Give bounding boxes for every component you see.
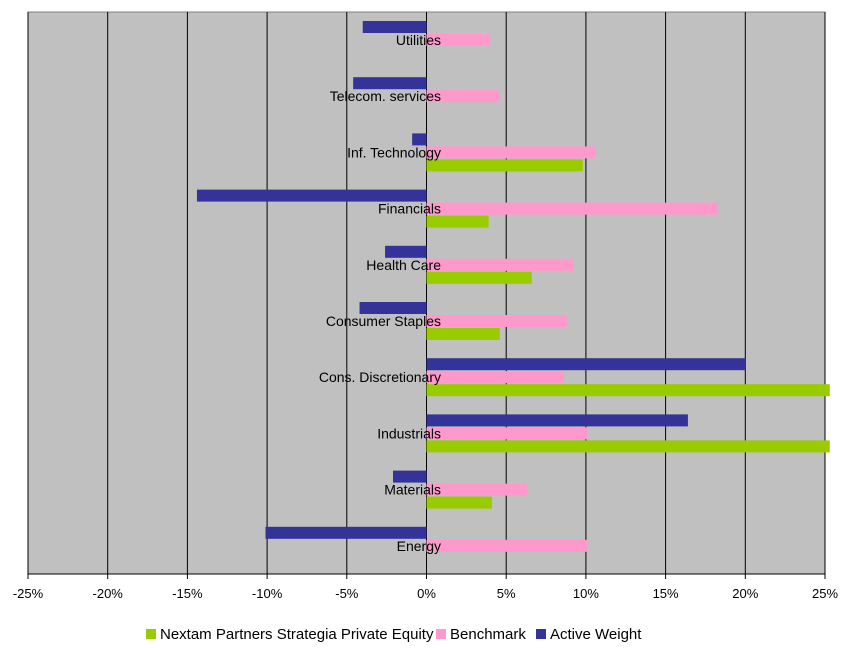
bar [359, 302, 427, 314]
bar [426, 414, 688, 427]
x-tick-label: 5% [497, 586, 516, 601]
category-label: Consumer Staples [326, 313, 441, 329]
legend: Nextam Partners Strategia Private Equity… [146, 626, 642, 643]
bar [353, 77, 427, 90]
bar [426, 328, 500, 340]
bar [385, 245, 427, 258]
bar [426, 440, 830, 453]
legend-label: Nextam Partners Strategia Private Equity [160, 626, 434, 643]
bar [426, 483, 527, 496]
bars [196, 21, 830, 552]
category-labels: Utilities Telecom. services Inf. Technolog… [319, 32, 441, 554]
category-label: Materials [384, 482, 441, 498]
bar [426, 496, 492, 509]
category-label: Utilities [396, 32, 441, 48]
bar [412, 133, 427, 146]
bar [196, 189, 427, 202]
bar [426, 202, 719, 215]
bar [393, 470, 427, 483]
bar [426, 90, 500, 103]
legend-swatch [436, 629, 446, 639]
category-label: Telecom. services [330, 88, 441, 104]
category-label: Inf. Technology [347, 144, 441, 160]
bar [362, 21, 427, 33]
bar [426, 358, 746, 371]
category-label: Energy [397, 538, 441, 554]
x-tick-label: 20% [732, 586, 758, 601]
bar [426, 427, 588, 440]
legend-swatch [146, 629, 156, 639]
x-tick-label: -15% [172, 586, 203, 601]
bar [426, 271, 532, 284]
x-tick-label: -25% [13, 586, 44, 601]
x-tick-label: 0% [417, 586, 436, 601]
bar [426, 315, 567, 327]
category-label: Industrials [377, 425, 441, 441]
x-tick-label: 10% [573, 586, 599, 601]
legend-label: Active Weight [550, 626, 642, 643]
bar [426, 146, 596, 159]
bar [426, 384, 830, 397]
x-tick-label: 25% [812, 586, 838, 601]
bar [426, 371, 564, 384]
legend-swatch [536, 629, 546, 639]
x-tick-label: -10% [252, 586, 283, 601]
x-tick-label: -5% [335, 586, 359, 601]
x-axis-ticks: -25% -20% -15% -10% -5% 0% 5% 10% 15% 20% 25% [13, 574, 838, 601]
bar [426, 34, 491, 46]
x-tick-label: -20% [93, 586, 124, 601]
category-label: Cons. Discretionary [319, 369, 441, 385]
bar [426, 539, 588, 552]
bar [426, 215, 489, 228]
bar [265, 526, 427, 539]
x-tick-label: 15% [653, 586, 679, 601]
bar [426, 159, 583, 172]
legend-label: Benchmark [450, 626, 526, 643]
category-label: Health Care [366, 257, 441, 273]
bar [426, 258, 574, 271]
category-label: Financials [378, 201, 441, 217]
